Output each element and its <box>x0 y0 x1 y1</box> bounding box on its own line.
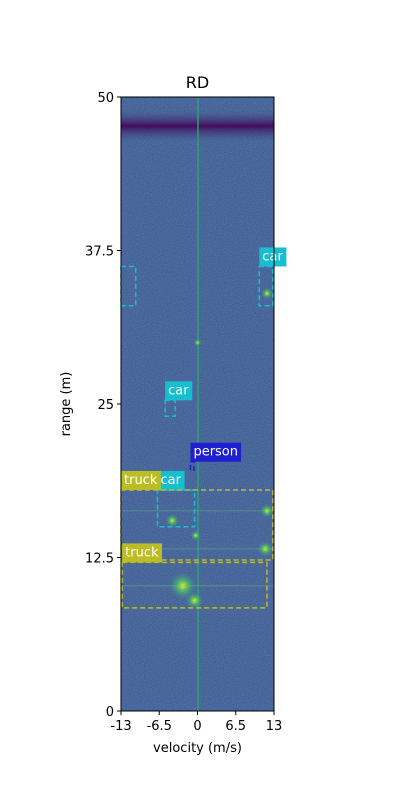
detection-label-bg <box>122 543 163 563</box>
detection-label-bg <box>190 442 242 462</box>
detection-label: car <box>262 249 283 264</box>
detection-box <box>121 561 268 609</box>
hotspot <box>185 591 204 610</box>
detection-label-bg <box>121 470 161 490</box>
hotspot <box>260 287 273 300</box>
y-axis-label: range (m) <box>59 372 74 437</box>
detection-label: car <box>168 383 189 398</box>
hotspot <box>193 338 202 347</box>
y-tick-label: 0 <box>106 705 114 720</box>
detection-box <box>258 265 274 307</box>
x-tick-label: 6.5 <box>225 719 246 734</box>
y-tick-label: 37.5 <box>85 245 114 260</box>
y-tick-label: 50 <box>97 91 114 106</box>
y-axis-ticks: 0 12.5 25 37.5 50 <box>85 91 121 720</box>
detection-label-bg <box>259 247 287 267</box>
x-axis-label: velocity (m/s) <box>153 741 242 756</box>
detection-label: truck <box>124 473 158 488</box>
detection-label: truck <box>125 545 159 560</box>
y-tick-label: 25 <box>97 398 114 413</box>
x-tick-label: 0 <box>193 719 201 734</box>
detection-label: car <box>160 473 181 488</box>
detection-label-bg <box>157 470 185 490</box>
hotspot <box>259 503 274 518</box>
hotspot <box>190 530 201 541</box>
hotspot <box>257 540 274 557</box>
hotspot <box>165 513 180 528</box>
chart-title: RD <box>186 73 209 92</box>
x-tick-label: 13 <box>266 719 283 734</box>
x-axis-ticks: -13 -6.5 0 6.5 13 <box>110 711 282 734</box>
y-tick-label: 12.5 <box>85 552 114 567</box>
detection-label: person <box>193 445 238 460</box>
x-tick-label: -13 <box>110 719 131 734</box>
x-tick-label: -6.5 <box>147 719 172 734</box>
detection-label-bg <box>165 381 193 401</box>
hotspot <box>168 571 197 600</box>
heatmap-plot-area <box>121 97 274 711</box>
detection-box <box>164 399 176 418</box>
